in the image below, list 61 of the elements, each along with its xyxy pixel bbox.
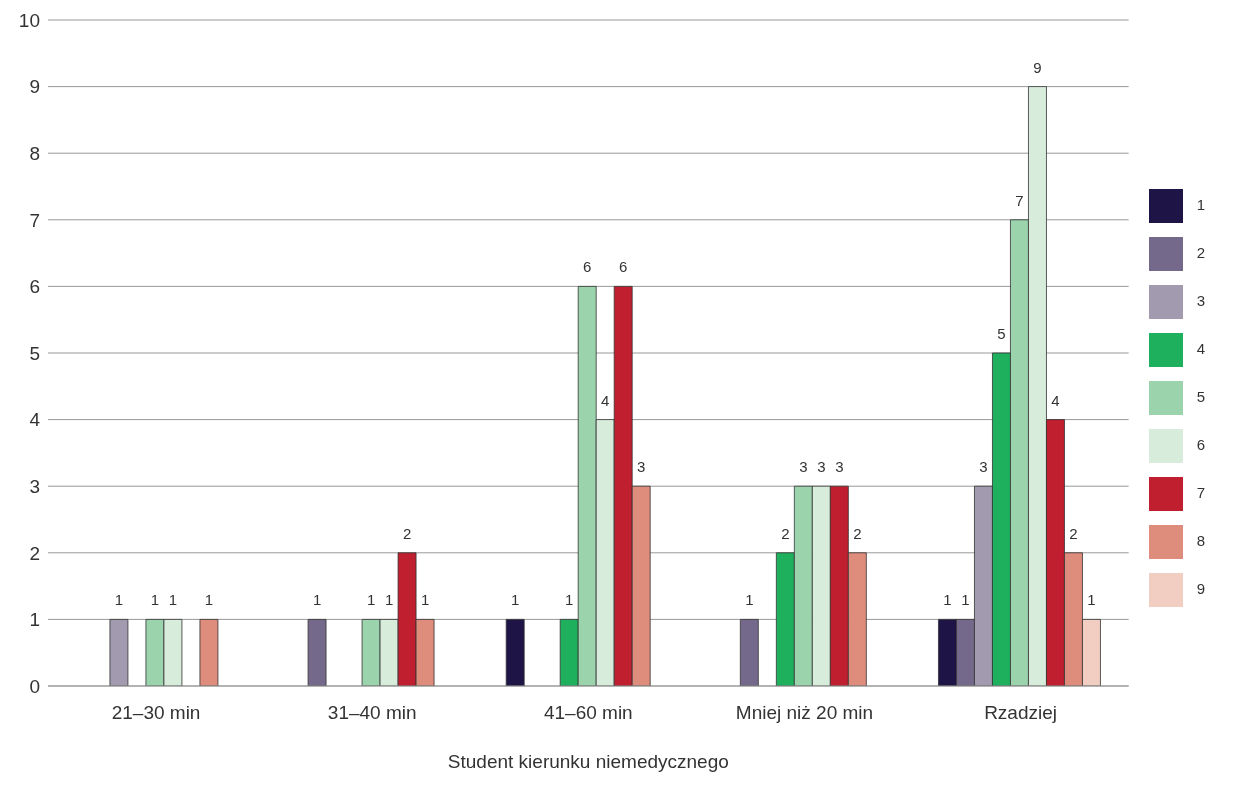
legend-label: 2 <box>1196 244 1205 261</box>
x-tick-label: 21–30 min <box>111 702 201 724</box>
data-label: 1 <box>150 591 160 609</box>
y-tick-label: 1 <box>29 609 40 631</box>
y-tick-label: 0 <box>29 675 40 697</box>
bar <box>739 619 759 686</box>
legend-label: 7 <box>1196 484 1205 501</box>
legend-label: 3 <box>1196 292 1205 309</box>
data-label: 1 <box>1087 591 1096 609</box>
data-label: 3 <box>799 458 808 476</box>
data-label: 1 <box>204 591 214 609</box>
y-tick-label: 6 <box>29 276 40 298</box>
y-tick-label: 2 <box>29 542 40 564</box>
data-label: 3 <box>835 458 844 476</box>
data-label: 1 <box>384 591 394 609</box>
x-axis-title: Student kierunku niemedycznego <box>447 751 729 772</box>
data-label: 5 <box>997 325 1006 342</box>
x-tick-label: 41–60 min <box>543 702 633 724</box>
x-tick-label: Rzadziej <box>984 702 1058 724</box>
x-tick-label: 31–40 min <box>327 702 417 724</box>
data-label: 1 <box>943 591 952 609</box>
y-tick-label: 5 <box>29 342 40 364</box>
y-tick-label: 8 <box>29 142 40 164</box>
data-label: 2 <box>402 524 412 542</box>
y-tick-label: 7 <box>29 209 40 231</box>
y-tick-label: 4 <box>29 409 41 431</box>
data-label: 1 <box>420 591 430 609</box>
legend-label: 9 <box>1196 580 1205 597</box>
legend-label: 8 <box>1196 532 1205 549</box>
data-label: 1 <box>366 591 376 609</box>
data-label: 1 <box>114 591 124 609</box>
data-label: 4 <box>1051 391 1060 409</box>
y-tick-label: 10 <box>18 9 40 31</box>
data-label: 2 <box>853 524 862 542</box>
data-label: 1 <box>168 591 178 609</box>
legend-label: 1 <box>1196 196 1205 213</box>
data-label: 1 <box>745 591 754 609</box>
data-label: 1 <box>961 591 970 609</box>
x-tick-label: Mniej niż 20 min <box>735 702 874 724</box>
data-label: 1 <box>511 591 520 609</box>
data-label: 2 <box>1069 524 1078 542</box>
legend-label: 5 <box>1196 388 1205 405</box>
legend-label: 4 <box>1196 340 1205 357</box>
data-label: 3 <box>637 458 646 476</box>
data-label: 4 <box>601 391 610 409</box>
data-label: 9 <box>1033 58 1042 76</box>
data-label: 6 <box>619 258 628 276</box>
bar <box>307 619 327 686</box>
data-label: 7 <box>1015 191 1024 209</box>
data-label: 3 <box>817 458 826 476</box>
data-label: 1 <box>565 591 574 609</box>
bar <box>505 619 525 686</box>
bar <box>109 619 129 686</box>
y-tick-label: 9 <box>29 76 40 98</box>
data-label: 1 <box>312 591 322 609</box>
y-tick-label: 3 <box>29 475 40 497</box>
data-label: 2 <box>781 524 790 542</box>
bar <box>199 619 219 686</box>
data-label: 3 <box>979 458 988 476</box>
legend-label: 6 <box>1196 436 1205 453</box>
data-label: 6 <box>583 258 592 276</box>
